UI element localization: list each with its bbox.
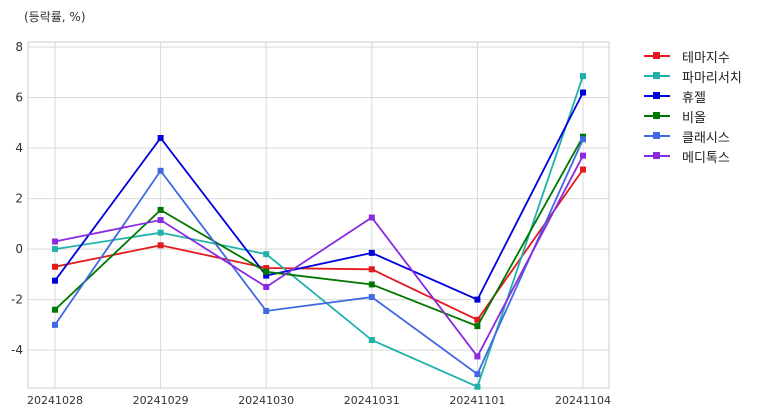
x-tick-label: 20241101: [449, 394, 505, 407]
data-point: [52, 263, 58, 270]
y-tick-label: 4: [15, 141, 23, 155]
y-unit-label: (등락률, %): [24, 10, 86, 24]
data-point: [263, 251, 270, 258]
legend-item: 메디톡스: [642, 146, 742, 166]
legend-swatch: [642, 110, 672, 122]
y-tick-label: 8: [15, 40, 23, 54]
data-point: [474, 353, 481, 360]
data-point: [580, 89, 586, 96]
legend-swatch: [642, 50, 672, 62]
data-point: [368, 294, 375, 301]
series-line: [54, 138, 584, 376]
data-point: [263, 272, 270, 279]
legend-swatch-marker: [653, 152, 660, 159]
series-line: [54, 75, 584, 388]
data-point: [263, 283, 270, 290]
data-point: [263, 307, 270, 314]
legend-item: 비올: [642, 106, 742, 126]
data-point: [474, 296, 481, 303]
x-tick-label: 20241031: [344, 394, 400, 407]
data-point: [52, 321, 58, 328]
y-tick-label: 6: [15, 91, 23, 105]
data-point: [368, 266, 375, 273]
y-tick-label: 2: [15, 192, 23, 206]
data-point: [52, 246, 58, 253]
y-tick-label: -4: [11, 343, 23, 357]
x-tick-label: 20241104: [555, 394, 611, 407]
x-tick-label: 20241028: [27, 394, 83, 407]
legend-swatch-marker: [653, 72, 660, 79]
data-point: [52, 306, 58, 313]
series-line: [54, 155, 584, 359]
x-tick-label: 20241030: [238, 394, 294, 407]
legend-label: 휴젤: [682, 90, 706, 106]
legend-item: 클래시스: [642, 126, 742, 146]
y-tick-label: 0: [15, 242, 23, 256]
legend-swatch-marker: [653, 52, 660, 59]
series-line: [54, 136, 584, 328]
data-point: [474, 316, 481, 323]
data-point: [263, 268, 270, 275]
data-point: [368, 281, 375, 288]
legend-label: 파마리서치: [682, 70, 742, 86]
data-point: [368, 214, 375, 221]
data-point: [157, 206, 164, 213]
data-point: [157, 217, 164, 224]
x-tick-label: 20241029: [133, 394, 189, 407]
data-point: [157, 242, 164, 249]
legend-item: 파마리서치: [642, 66, 742, 86]
legend-label: 테마지수: [682, 50, 730, 66]
legend-swatch-marker: [653, 112, 660, 119]
legend-label: 비올: [682, 110, 706, 126]
legend-swatch-marker: [653, 132, 660, 139]
data-point: [157, 134, 164, 141]
legend-label: 메디톡스: [682, 150, 730, 166]
legend-swatch-marker: [653, 92, 660, 99]
data-point: [580, 73, 586, 80]
data-point: [368, 249, 375, 256]
data-point: [157, 167, 164, 174]
data-point: [580, 136, 586, 143]
legend-swatch: [642, 150, 672, 162]
legend-swatch: [642, 70, 672, 82]
legend-swatch: [642, 130, 672, 142]
legend-swatch: [642, 90, 672, 102]
data-point: [52, 238, 58, 245]
data-point: [474, 383, 481, 390]
legend-label: 클래시스: [682, 130, 730, 146]
data-point: [157, 229, 164, 236]
data-point: [474, 371, 481, 378]
data-point: [474, 323, 481, 330]
data-point: [580, 166, 586, 173]
legend-item: 휴젤: [642, 86, 742, 106]
data-point: [263, 265, 270, 272]
plot-frame: [27, 41, 610, 389]
data-point: [52, 277, 58, 284]
y-tick-label: -2: [11, 293, 23, 307]
data-point: [580, 152, 586, 159]
data-point: [368, 337, 375, 344]
series-line: [54, 92, 584, 301]
legend-item: 테마지수: [642, 46, 742, 66]
